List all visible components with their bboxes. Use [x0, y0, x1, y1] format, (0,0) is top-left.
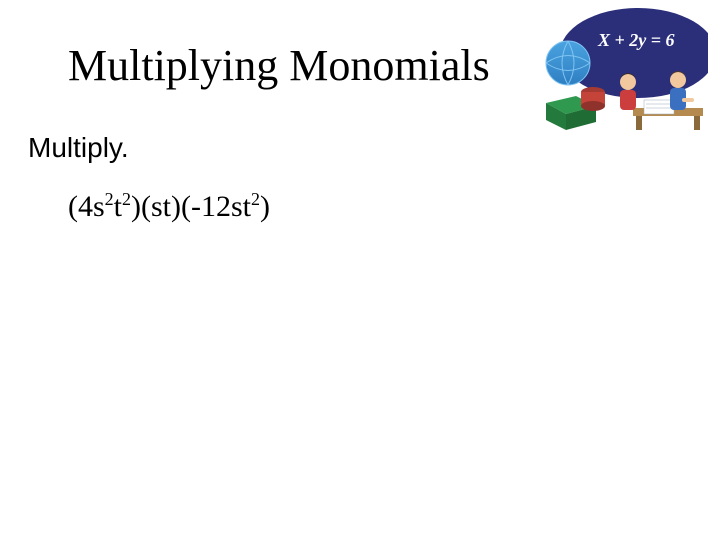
expr-part-4: )	[260, 190, 270, 223]
expr-exp-1: 2	[105, 189, 114, 209]
clipart-svg: X + 2y = 6	[538, 8, 708, 133]
math-clipart: X + 2y = 6	[538, 8, 708, 133]
expr-part-3: )(st)(-12st	[131, 190, 251, 223]
instruction-text: Multiply.	[28, 132, 129, 164]
expr-part-2: t	[114, 190, 122, 223]
expr-exp-2: 2	[122, 189, 131, 209]
svg-text:X + 2y = 6: X + 2y = 6	[597, 30, 675, 50]
monomial-expression: (4s2t2)(st)(-12st2)	[68, 190, 270, 224]
expr-exp-3: 2	[251, 189, 260, 209]
expr-part-1: (4s	[68, 190, 105, 223]
page-title: Multiplying Monomials	[68, 40, 490, 91]
